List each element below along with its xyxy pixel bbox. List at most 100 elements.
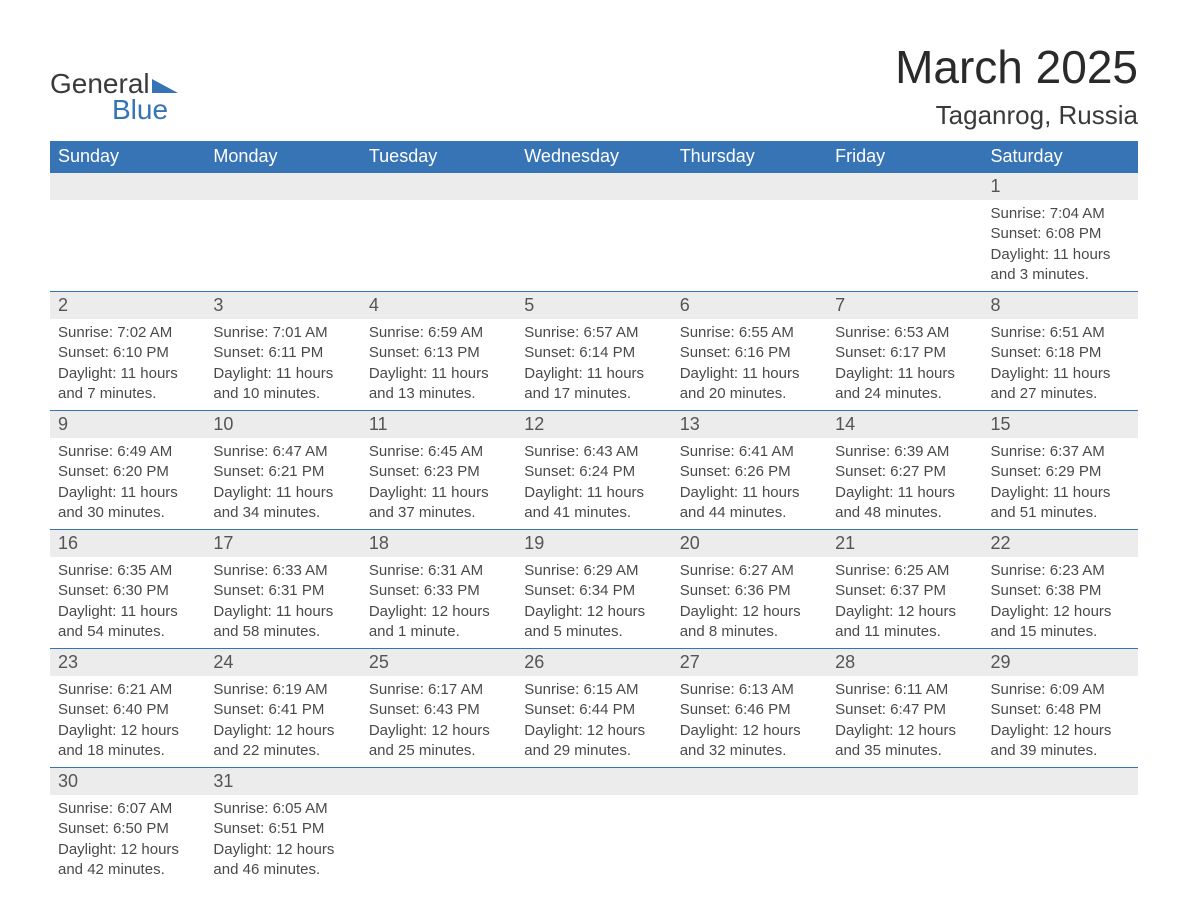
sunrise-text: Sunrise: 6:59 AM — [369, 323, 508, 343]
day-data-cell: Sunrise: 7:04 AMSunset: 6:08 PMDaylight:… — [983, 200, 1138, 292]
sunrise-text: Sunrise: 6:45 AM — [369, 442, 508, 462]
sunset-text: Sunset: 6:26 PM — [680, 462, 819, 482]
location-label: Taganrog, Russia — [895, 100, 1138, 131]
day-number-cell: 30 — [50, 768, 205, 796]
daylight-text: Daylight: 11 hours and 51 minutes. — [991, 483, 1130, 524]
daylight-text: Daylight: 11 hours and 27 minutes. — [991, 364, 1130, 405]
sunrise-text: Sunrise: 6:53 AM — [835, 323, 974, 343]
day-number-cell — [516, 768, 671, 796]
daylight-text: Daylight: 12 hours and 25 minutes. — [369, 721, 508, 762]
day-data-cell: Sunrise: 6:39 AMSunset: 6:27 PMDaylight:… — [827, 438, 982, 530]
day-data-cell: Sunrise: 6:21 AMSunset: 6:40 PMDaylight:… — [50, 676, 205, 768]
sunset-text: Sunset: 6:51 PM — [213, 819, 352, 839]
day-number-cell: 31 — [205, 768, 360, 796]
sunrise-text: Sunrise: 6:25 AM — [835, 561, 974, 581]
column-header: Friday — [827, 141, 982, 173]
daylight-text: Daylight: 11 hours and 54 minutes. — [58, 602, 197, 643]
day-number-cell: 28 — [827, 649, 982, 677]
day-number-row: 2345678 — [50, 292, 1138, 320]
day-data-row: Sunrise: 6:21 AMSunset: 6:40 PM Daylight:… — [50, 676, 1138, 768]
day-number-cell: 5 — [516, 292, 671, 320]
day-data-cell: Sunrise: 6:05 AMSunset: 6:51 PMDaylight:… — [205, 795, 360, 886]
daylight-text: Daylight: 11 hours and 41 minutes. — [524, 483, 663, 524]
day-number-cell: 26 — [516, 649, 671, 677]
column-header: Tuesday — [361, 141, 516, 173]
sunset-text: Sunset: 6:37 PM — [835, 581, 974, 601]
day-data-cell: Sunrise: 6:37 AMSunset: 6:29 PMDaylight:… — [983, 438, 1138, 530]
sunset-text: Sunset: 6:30 PM — [58, 581, 197, 601]
sunset-text: Sunset: 6:11 PM — [213, 343, 352, 363]
day-number-cell: 13 — [672, 411, 827, 439]
day-data-cell: Sunrise: 6:11 AMSunset: 6:47 PMDaylight:… — [827, 676, 982, 768]
sunrise-text: Sunrise: 6:49 AM — [58, 442, 197, 462]
daylight-text: Daylight: 12 hours and 1 minute. — [369, 602, 508, 643]
day-number-cell: 14 — [827, 411, 982, 439]
day-data-cell — [516, 200, 671, 292]
day-data-cell: Sunrise: 6:19 AMSunset: 6:41 PMDaylight:… — [205, 676, 360, 768]
sunset-text: Sunset: 6:16 PM — [680, 343, 819, 363]
day-number-row: 3031 — [50, 768, 1138, 796]
sunset-text: Sunset: 6:40 PM — [58, 700, 197, 720]
sunrise-text: Sunrise: 6:39 AM — [835, 442, 974, 462]
day-data-cell: Sunrise: 6:55 AMSunset: 6:16 PMDaylight:… — [672, 319, 827, 411]
day-number-cell: 1 — [983, 173, 1138, 201]
sunset-text: Sunset: 6:20 PM — [58, 462, 197, 482]
column-header: Sunday — [50, 141, 205, 173]
daylight-text: Daylight: 11 hours and 10 minutes. — [213, 364, 352, 405]
day-number-row: 1 — [50, 173, 1138, 201]
day-number-cell — [827, 768, 982, 796]
month-title: March 2025 — [895, 40, 1138, 94]
sunrise-text: Sunrise: 6:33 AM — [213, 561, 352, 581]
day-number-cell: 7 — [827, 292, 982, 320]
day-data-cell: Sunrise: 6:45 AMSunset: 6:23 PMDaylight:… — [361, 438, 516, 530]
daylight-text: Daylight: 11 hours and 20 minutes. — [680, 364, 819, 405]
sunset-text: Sunset: 6:21 PM — [213, 462, 352, 482]
sunrise-text: Sunrise: 6:11 AM — [835, 680, 974, 700]
sunrise-text: Sunrise: 6:07 AM — [58, 799, 197, 819]
daylight-text: Daylight: 12 hours and 22 minutes. — [213, 721, 352, 762]
day-data-cell: Sunrise: 6:29 AMSunset: 6:34 PMDaylight:… — [516, 557, 671, 649]
daylight-text: Daylight: 12 hours and 15 minutes. — [991, 602, 1130, 643]
day-number-cell: 29 — [983, 649, 1138, 677]
logo-triangle-icon — [152, 79, 178, 93]
day-number-cell: 11 — [361, 411, 516, 439]
sunrise-text: Sunrise: 6:57 AM — [524, 323, 663, 343]
sunrise-text: Sunrise: 6:27 AM — [680, 561, 819, 581]
day-data-row: Sunrise: 7:04 AMSunset: 6:08 PMDaylight:… — [50, 200, 1138, 292]
daylight-text: Daylight: 11 hours and 3 minutes. — [991, 245, 1130, 286]
day-data-cell: Sunrise: 6:43 AMSunset: 6:24 PMDaylight:… — [516, 438, 671, 530]
sunrise-text: Sunrise: 6:29 AM — [524, 561, 663, 581]
daylight-text: Daylight: 11 hours and 48 minutes. — [835, 483, 974, 524]
sunset-text: Sunset: 6:38 PM — [991, 581, 1130, 601]
day-data-cell — [983, 795, 1138, 886]
sunset-text: Sunset: 6:34 PM — [524, 581, 663, 601]
daylight-text: Daylight: 12 hours and 8 minutes. — [680, 602, 819, 643]
daylight-text: Daylight: 11 hours and 17 minutes. — [524, 364, 663, 405]
daylight-text: Daylight: 12 hours and 35 minutes. — [835, 721, 974, 762]
sunrise-text: Sunrise: 7:02 AM — [58, 323, 197, 343]
sunrise-text: Sunrise: 6:31 AM — [369, 561, 508, 581]
day-number-row: 9101112131415 — [50, 411, 1138, 439]
daylight-text: Daylight: 12 hours and 11 minutes. — [835, 602, 974, 643]
day-number-cell — [672, 173, 827, 201]
day-number-cell — [827, 173, 982, 201]
sunrise-text: Sunrise: 6:19 AM — [213, 680, 352, 700]
day-number-cell: 20 — [672, 530, 827, 558]
day-number-cell: 10 — [205, 411, 360, 439]
day-number-cell: 15 — [983, 411, 1138, 439]
day-data-cell: Sunrise: 6:33 AMSunset: 6:31 PMDaylight:… — [205, 557, 360, 649]
calendar-body: 1Sunrise: 7:04 AMSunset: 6:08 PMDaylight… — [50, 173, 1138, 887]
sunset-text: Sunset: 6:31 PM — [213, 581, 352, 601]
sunset-text: Sunset: 6:18 PM — [991, 343, 1130, 363]
day-number-cell: 16 — [50, 530, 205, 558]
day-data-cell — [672, 200, 827, 292]
sunset-text: Sunset: 6:44 PM — [524, 700, 663, 720]
sunset-text: Sunset: 6:48 PM — [991, 700, 1130, 720]
day-data-cell — [205, 200, 360, 292]
daylight-text: Daylight: 11 hours and 34 minutes. — [213, 483, 352, 524]
sunrise-text: Sunrise: 6:21 AM — [58, 680, 197, 700]
daylight-text: Daylight: 12 hours and 32 minutes. — [680, 721, 819, 762]
day-number-cell — [516, 173, 671, 201]
logo-word2: Blue — [112, 96, 178, 124]
sunset-text: Sunset: 6:36 PM — [680, 581, 819, 601]
